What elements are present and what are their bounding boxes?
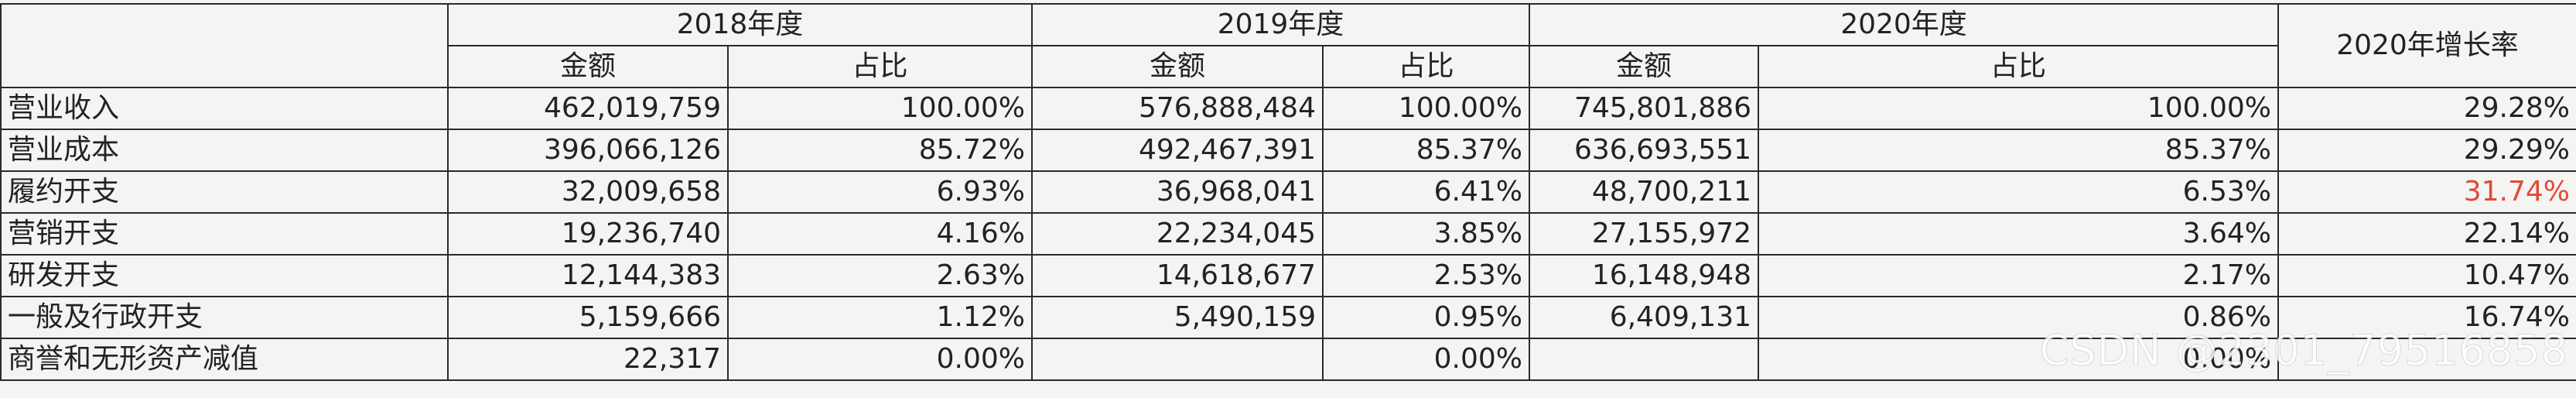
growth-rate-cell[interactable]: 10.47% <box>2277 254 2576 297</box>
ratio-2020-cell[interactable]: 0.00% <box>1758 338 2279 381</box>
amount-2018-cell[interactable]: 12,144,383 <box>447 254 729 297</box>
table-body: 营业收入 462,019,759 100.00% 576,888,484 100.00%… <box>0 87 2576 381</box>
table-row: 营业成本 396,066,126 85.72% 492,467,391 85.37% 63… <box>0 129 2576 172</box>
table-row: 商誉和无形资产减值 22,317 0.00% 0.00% 0.00% <box>0 338 2576 381</box>
amount-2020-cell[interactable]: 27,155,972 <box>1529 212 1759 256</box>
row-label-cell[interactable]: 营业成本 <box>0 129 449 172</box>
amount-2019-cell[interactable] <box>1031 338 1324 381</box>
ratio-2019-cell[interactable]: 100.00% <box>1322 87 1530 130</box>
header-year-2018[interactable]: 2018年度 <box>447 3 1033 46</box>
ratio-2018-cell[interactable]: 2.63% <box>727 254 1033 297</box>
header-row-years: 2018年度 2019年度 2020年度 2020年增长率 <box>0 3 2576 88</box>
header-year-2020[interactable]: 2020年度 <box>1529 3 2279 46</box>
amount-2019-cell[interactable]: 492,467,391 <box>1031 129 1324 172</box>
row-label-cell[interactable]: 一般及行政开支 <box>0 296 449 339</box>
amount-2020-cell[interactable]: 6,409,131 <box>1529 296 1759 339</box>
ratio-2018-cell[interactable]: 85.72% <box>727 129 1033 172</box>
amount-2018-cell[interactable]: 396,066,126 <box>447 129 729 172</box>
ratio-2019-cell[interactable]: 0.00% <box>1322 338 1530 381</box>
ratio-2020-cell[interactable]: 100.00% <box>1758 87 2279 130</box>
ratio-2018-cell[interactable]: 6.93% <box>727 170 1033 214</box>
growth-rate-cell[interactable] <box>2277 338 2576 381</box>
header-amount-2020[interactable]: 金额 <box>1529 45 1759 88</box>
ratio-2019-cell[interactable]: 85.37% <box>1322 129 1530 172</box>
amount-2020-cell[interactable] <box>1529 338 1759 381</box>
financial-table: 2018年度 2019年度 2020年度 2020年增长率 金额 占比 金额 占… <box>0 3 2576 381</box>
growth-rate-cell[interactable]: 29.28% <box>2277 87 2576 130</box>
ratio-2018-cell[interactable]: 100.00% <box>727 87 1033 130</box>
table-row: 营销开支 19,236,740 4.16% 22,234,045 3.85% 27,155… <box>0 212 2576 256</box>
amount-2018-cell[interactable]: 19,236,740 <box>447 212 729 256</box>
table-row: 一般及行政开支 5,159,666 1.12% 5,490,159 0.95% 6,409… <box>0 296 2576 339</box>
row-label-cell[interactable]: 研发开支 <box>0 254 449 297</box>
amount-2020-cell[interactable]: 16,148,948 <box>1529 254 1759 297</box>
table-row: 履约开支 32,009,658 6.93% 36,968,041 6.41% 48,700… <box>0 170 2576 214</box>
amount-2018-cell[interactable]: 32,009,658 <box>447 170 729 214</box>
header-ratio-2020[interactable]: 占比 <box>1758 45 2279 88</box>
header-corner-cell[interactable] <box>0 3 449 88</box>
csdn-watermark: CSDN @2301_79516858 <box>2039 326 2568 376</box>
header-year-2019[interactable]: 2019年度 <box>1031 3 1530 46</box>
ratio-2020-cell[interactable]: 85.37% <box>1758 129 2279 172</box>
ratio-2019-cell[interactable]: 0.95% <box>1322 296 1530 339</box>
ratio-2020-cell[interactable]: 6.53% <box>1758 170 2279 214</box>
ratio-2020-cell[interactable]: 3.64% <box>1758 212 2279 256</box>
row-label-cell[interactable]: 营业收入 <box>0 87 449 130</box>
ratio-2020-cell[interactable]: 2.17% <box>1758 254 2279 297</box>
header-row-subcolumns: 金额 占比 金额 占比 金额 占比 <box>1 45 2576 88</box>
amount-2019-cell[interactable]: 14,618,677 <box>1031 254 1324 297</box>
ratio-2018-cell[interactable]: 1.12% <box>727 296 1033 339</box>
amount-2019-cell[interactable]: 5,490,159 <box>1031 296 1324 339</box>
header-amount-2019[interactable]: 金额 <box>1031 45 1324 88</box>
amount-2018-cell[interactable]: 462,019,759 <box>447 87 729 130</box>
amount-2018-cell[interactable]: 22,317 <box>447 338 729 381</box>
ratio-2018-cell[interactable]: 4.16% <box>727 212 1033 256</box>
ratio-2020-cell[interactable]: 0.86% <box>1758 296 2279 339</box>
amount-2020-cell[interactable]: 745,801,886 <box>1529 87 1759 130</box>
growth-rate-cell[interactable]: 22.14% <box>2277 212 2576 256</box>
growth-rate-cell[interactable]: 29.29% <box>2277 129 2576 172</box>
ratio-2018-cell[interactable]: 0.00% <box>727 338 1033 381</box>
amount-2020-cell[interactable]: 636,693,551 <box>1529 129 1759 172</box>
amount-2020-cell[interactable]: 48,700,211 <box>1529 170 1759 214</box>
table-row: 研发开支 12,144,383 2.63% 14,618,677 2.53% 16,148… <box>0 254 2576 297</box>
row-label-cell[interactable]: 营销开支 <box>0 212 449 256</box>
growth-rate-cell[interactable]: 16.74% <box>2277 296 2576 339</box>
ratio-2019-cell[interactable]: 6.41% <box>1322 170 1530 214</box>
table-row: 营业收入 462,019,759 100.00% 576,888,484 100.00%… <box>0 87 2576 130</box>
amount-2018-cell[interactable]: 5,159,666 <box>447 296 729 339</box>
amount-2019-cell[interactable]: 36,968,041 <box>1031 170 1324 214</box>
amount-2019-cell[interactable]: 576,888,484 <box>1031 87 1324 130</box>
amount-2019-cell[interactable]: 22,234,045 <box>1031 212 1324 256</box>
header-ratio-2018[interactable]: 占比 <box>727 45 1033 88</box>
row-label-cell[interactable]: 履约开支 <box>0 170 449 214</box>
header-ratio-2019[interactable]: 占比 <box>1322 45 1530 88</box>
growth-rate-cell[interactable]: 31.74% <box>2277 170 2576 214</box>
header-growth-rate[interactable]: 2020年增长率 <box>2277 3 2576 88</box>
row-label-cell[interactable]: 商誉和无形资产减值 <box>0 338 449 381</box>
ratio-2019-cell[interactable]: 3.85% <box>1322 212 1530 256</box>
ratio-2019-cell[interactable]: 2.53% <box>1322 254 1530 297</box>
header-amount-2018[interactable]: 金额 <box>447 45 729 88</box>
